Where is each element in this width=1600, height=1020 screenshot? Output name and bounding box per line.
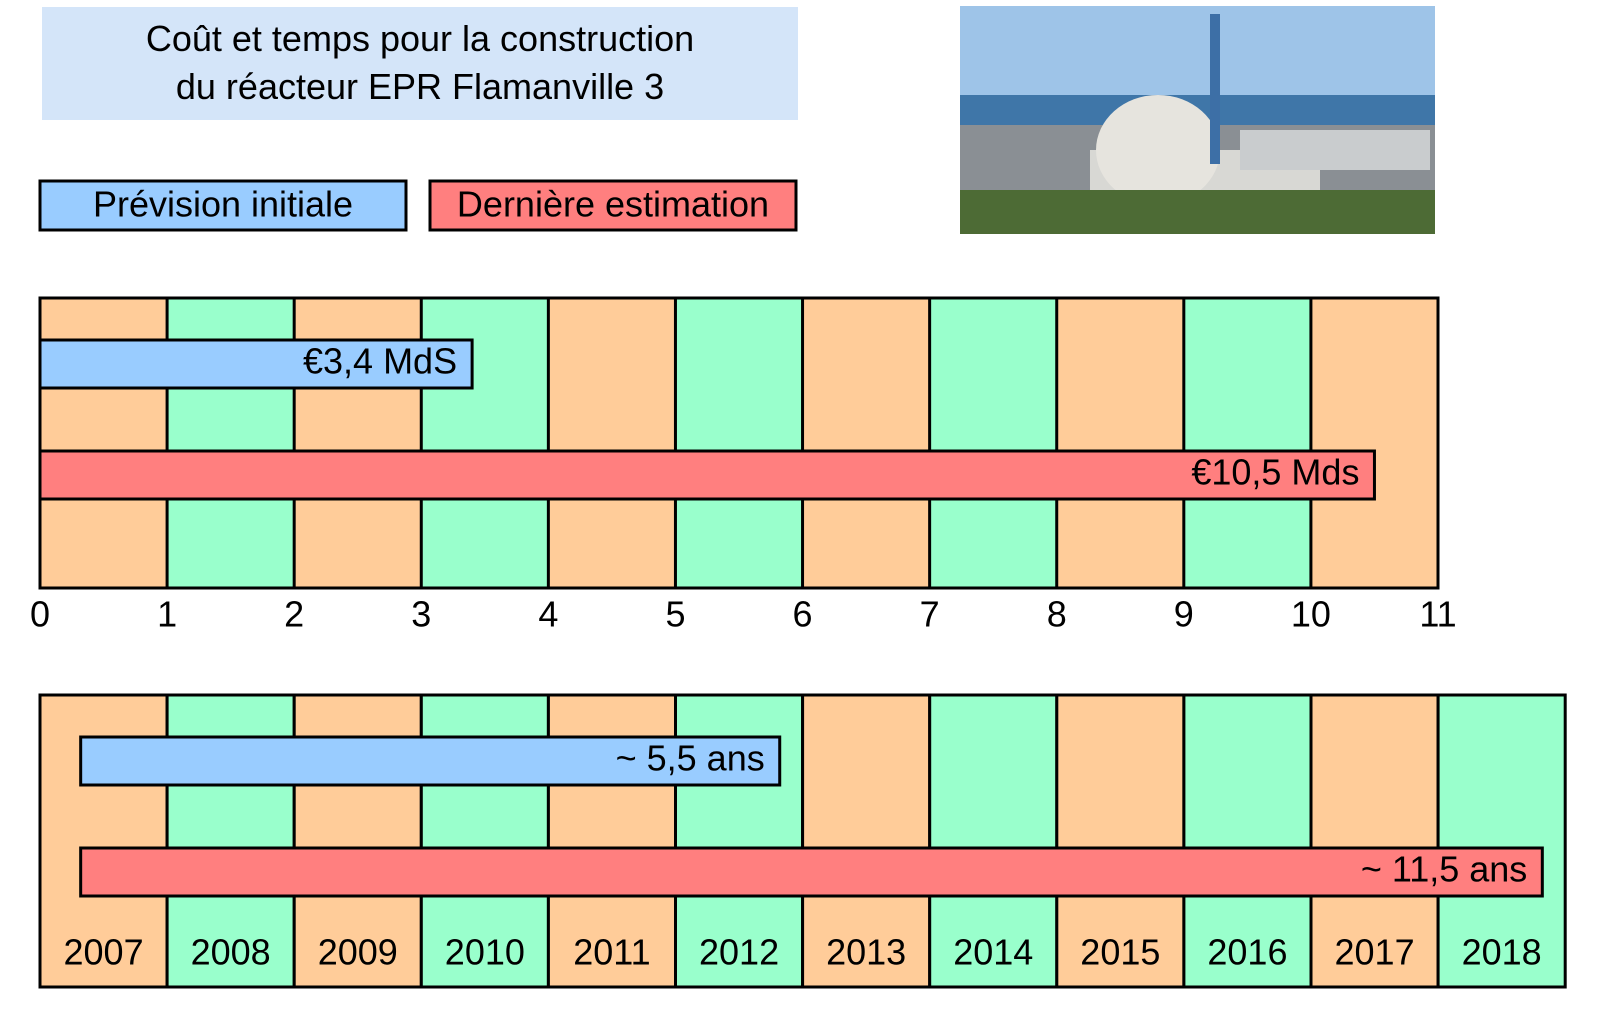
year-label: 2013 <box>826 932 906 973</box>
bar <box>79 735 782 787</box>
stripe <box>1310 298 1438 588</box>
x-tick-label: 9 <box>1174 594 1194 635</box>
x-tick-label: 1 <box>157 594 177 635</box>
plot-frame <box>38 296 1440 590</box>
bar <box>38 449 1376 501</box>
x-tick-label: 11 <box>1419 594 1456 635</box>
value-label: ~ 11,5 ans <box>1361 849 1527 890</box>
year-label: 2016 <box>1207 932 1287 973</box>
value-label: €3,4 MdS <box>303 341 457 382</box>
x-tick-label: 5 <box>665 594 685 635</box>
x-tick-label: 8 <box>1047 594 1067 635</box>
legend-swatch <box>38 179 408 232</box>
year-band <box>1055 693 1186 989</box>
stripe <box>1056 298 1184 588</box>
year-band <box>1436 693 1567 989</box>
year-label: 2018 <box>1462 932 1542 973</box>
x-tick-label: 10 <box>1291 594 1331 635</box>
year-label: 2007 <box>64 932 144 973</box>
legend-label: Dernière estimation <box>457 184 769 225</box>
x-tick-label: 6 <box>793 594 813 635</box>
stripe <box>548 298 676 588</box>
bar <box>38 338 474 390</box>
photo <box>960 6 1435 234</box>
stripe <box>802 298 930 588</box>
stripe <box>675 298 803 588</box>
year-band <box>928 693 1059 989</box>
year-label: 2014 <box>953 932 1033 973</box>
x-tick-label: 7 <box>920 594 940 635</box>
year-band <box>1182 693 1313 989</box>
title-box <box>42 7 798 120</box>
legend-swatch <box>428 179 798 232</box>
value-label: ~ 5,5 ans <box>616 738 765 779</box>
year-band <box>1309 693 1440 989</box>
year-band <box>801 693 932 989</box>
year-label: 2015 <box>1080 932 1160 973</box>
year-label: 2010 <box>445 932 525 973</box>
x-tick-label: 2 <box>284 594 304 635</box>
year-label: 2012 <box>699 932 779 973</box>
legend-label: Prévision initiale <box>93 184 353 225</box>
year-label: 2017 <box>1335 932 1415 973</box>
x-tick-label: 0 <box>30 594 50 635</box>
x-tick-label: 4 <box>538 594 558 635</box>
bar <box>79 846 1544 898</box>
stripe <box>929 298 1057 588</box>
year-label: 2011 <box>573 932 650 973</box>
stripe <box>1183 298 1311 588</box>
value-label: €10,5 Mds <box>1191 452 1359 493</box>
year-label: 2008 <box>191 932 271 973</box>
year-label: 2009 <box>318 932 398 973</box>
title: Coût et temps pour la construction du réa… <box>146 18 694 107</box>
x-tick-label: 3 <box>411 594 431 635</box>
